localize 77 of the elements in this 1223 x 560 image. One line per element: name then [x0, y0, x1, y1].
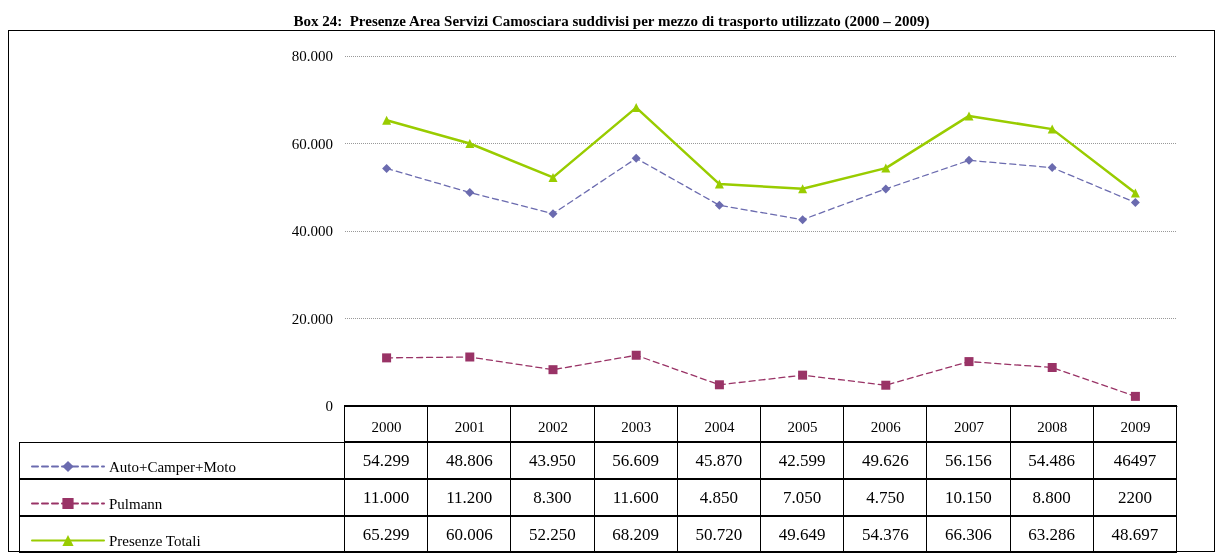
data-label: 54.299 [344, 442, 429, 479]
data-label: 60.006 [427, 516, 512, 553]
data-label: 65.299 [344, 516, 429, 553]
point [881, 380, 891, 390]
data-label: 4.850 [676, 479, 761, 516]
y-tick-label: 20.000 [291, 310, 333, 327]
data-label: 56.156 [926, 442, 1011, 479]
point [1047, 363, 1057, 372]
point [964, 111, 974, 121]
data-label: 8.800 [1009, 479, 1094, 516]
point [548, 365, 558, 375]
data-label: 11.600 [593, 479, 678, 516]
data-label: 46497 [1092, 442, 1177, 479]
data-label: 66.306 [926, 516, 1011, 553]
point [548, 172, 558, 182]
x-tick-label: 2001 [454, 418, 485, 435]
legend-label: Pulmann [109, 495, 163, 512]
point [964, 357, 974, 367]
point [382, 163, 392, 173]
x-tick-label: 2005 [787, 418, 818, 435]
point [548, 209, 558, 219]
point [714, 380, 724, 390]
y-tick-label: 0 [325, 398, 333, 414]
data-label: 42.599 [760, 442, 845, 479]
point [1047, 163, 1057, 173]
point [465, 138, 475, 148]
point [631, 350, 641, 360]
data-label: 11.000 [344, 479, 429, 516]
data-label: 4.750 [843, 479, 928, 516]
point [465, 352, 475, 362]
data-label: 49.649 [760, 516, 845, 553]
point [881, 163, 891, 173]
point [382, 353, 392, 363]
y-tick-label: 40.000 [291, 223, 333, 239]
point [881, 184, 891, 194]
data-label: 10.150 [926, 479, 1011, 516]
data-label: 49.626 [843, 442, 928, 479]
data-label: 48.806 [427, 442, 512, 479]
x-tick-label: 2002 [538, 418, 568, 435]
point [1130, 198, 1140, 208]
data-label: 63.286 [1009, 516, 1094, 553]
point [714, 200, 724, 210]
chart-title: Box 24: Presenze Area Servizi Camosciara suddivisi per mezzo di trasporto utilizzato (2000 – 2009) [293, 12, 930, 30]
data-label: 50.720 [676, 516, 761, 553]
data-label: 48.697 [1092, 516, 1177, 553]
point [964, 155, 974, 165]
y-tick-label: 80.000 [291, 48, 333, 64]
point [798, 370, 808, 380]
legend-label: Presenze Totali [109, 532, 201, 549]
data-label: 45.870 [676, 442, 761, 479]
x-tick-label: 2007 [954, 418, 985, 435]
point [798, 215, 808, 225]
x-tick-label: 2006 [870, 418, 902, 435]
point [631, 153, 641, 163]
data-label: 68.209 [593, 516, 678, 553]
x-tick-label: 2009 [1120, 418, 1151, 435]
data-label: 56.609 [593, 442, 678, 479]
data-label: 54.376 [843, 516, 928, 553]
x-tick-label: 2003 [621, 418, 652, 435]
data-label: 7.050 [760, 479, 845, 516]
point [465, 187, 475, 197]
data-label: 52.250 [510, 516, 595, 553]
legend-label: Auto+Camper+Moto [109, 458, 236, 475]
data-label: 54.486 [1009, 442, 1094, 479]
data-label: 43.950 [510, 442, 595, 479]
point [382, 115, 392, 125]
x-tick-label: 2008 [1037, 418, 1068, 435]
x-tick-label: 2004 [704, 418, 735, 435]
data-label: 11.200 [427, 479, 512, 516]
point [714, 179, 724, 189]
point [798, 184, 808, 194]
point [1130, 391, 1140, 401]
x-tick-label: 2000 [371, 418, 402, 435]
y-tick-label: 60.000 [291, 135, 333, 152]
data-label: 8.300 [510, 479, 595, 516]
data-label: 2200 [1092, 479, 1177, 516]
point [1047, 124, 1057, 134]
